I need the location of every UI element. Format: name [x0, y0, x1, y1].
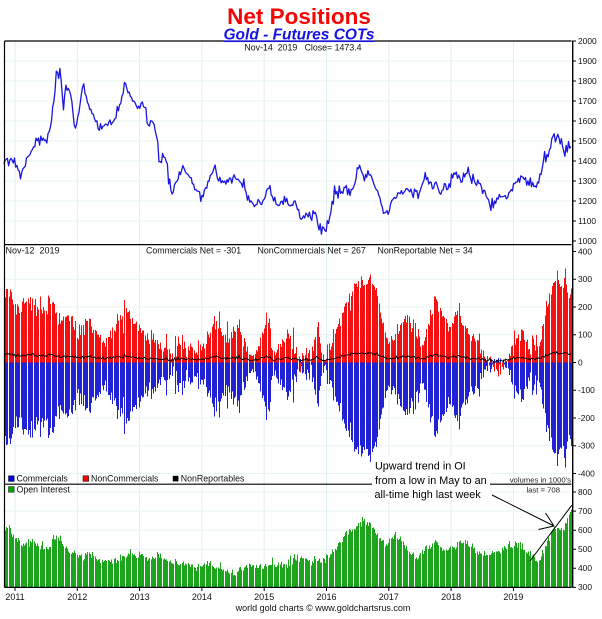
svg-text:1500: 1500	[578, 136, 597, 146]
svg-text:400: 400	[578, 246, 592, 256]
svg-text:600: 600	[578, 525, 592, 535]
svg-text:-300: -300	[578, 441, 595, 451]
svg-text:100: 100	[578, 330, 592, 340]
svg-text:NonReportable Net = 34: NonReportable Net = 34	[378, 246, 473, 256]
svg-text:NonReportables: NonReportables	[181, 474, 245, 484]
svg-text:2013: 2013	[130, 592, 150, 602]
svg-text:2019: 2019	[503, 592, 523, 602]
svg-text:1700: 1700	[578, 96, 597, 106]
svg-text:2017: 2017	[379, 592, 399, 602]
svg-text:1800: 1800	[578, 76, 597, 86]
svg-text:-100: -100	[578, 385, 595, 395]
svg-text:Upward trend in OI: Upward trend in OI	[375, 461, 466, 473]
svg-text:2014: 2014	[192, 592, 212, 602]
svg-text:800: 800	[578, 487, 592, 497]
svg-text:2015: 2015	[254, 592, 274, 602]
svg-text:Nov-12 2019: Nov-12 2019	[6, 246, 60, 256]
svg-text:Gold - Futures COTs: Gold - Futures COTs	[224, 27, 375, 44]
svg-text:700: 700	[578, 506, 592, 516]
svg-text:Open Interest: Open Interest	[17, 484, 71, 494]
svg-text:-200: -200	[578, 413, 595, 423]
svg-text:1000: 1000	[578, 236, 597, 246]
svg-text:1200: 1200	[578, 196, 597, 206]
svg-text:400: 400	[578, 563, 592, 573]
svg-text:1100: 1100	[578, 216, 596, 226]
svg-text:300: 300	[578, 582, 592, 592]
svg-text:1400: 1400	[578, 156, 597, 166]
svg-text:1900: 1900	[578, 56, 597, 66]
svg-text:NonCommercials: NonCommercials	[91, 474, 159, 484]
svg-text:2016: 2016	[316, 592, 336, 602]
svg-text:-400: -400	[578, 468, 595, 478]
svg-text:300: 300	[578, 274, 592, 284]
svg-text:Net Positions: Net Positions	[227, 4, 371, 29]
svg-text:Commercials: Commercials	[17, 474, 69, 484]
svg-text:2018: 2018	[441, 592, 461, 602]
svg-text:200: 200	[578, 302, 592, 312]
svg-text:0: 0	[578, 357, 583, 367]
svg-text:Commercials Net = -301: Commercials Net = -301	[146, 246, 241, 256]
svg-text:all-time high last week: all-time high last week	[375, 489, 482, 501]
svg-text:1300: 1300	[578, 176, 597, 186]
svg-text:2012: 2012	[67, 592, 87, 602]
svg-text:volumes in 1000's: volumes in 1000's	[510, 476, 571, 485]
svg-text:2000: 2000	[578, 36, 597, 46]
svg-text:last = 708: last = 708	[526, 485, 560, 494]
svg-text:1600: 1600	[578, 116, 597, 126]
svg-text:2011: 2011	[5, 592, 24, 602]
svg-text:world gold charts © www.goldch: world gold charts © www.goldchartsrus.co…	[235, 603, 411, 613]
svg-text:500: 500	[578, 544, 592, 554]
svg-text:Nov-14 2019 Close= 1473.4: Nov-14 2019 Close= 1473.4	[244, 43, 361, 53]
svg-text:from a low in May to an: from a low in May to an	[375, 475, 487, 487]
svg-text:NonCommercials Net = 267: NonCommercials Net = 267	[258, 246, 366, 256]
